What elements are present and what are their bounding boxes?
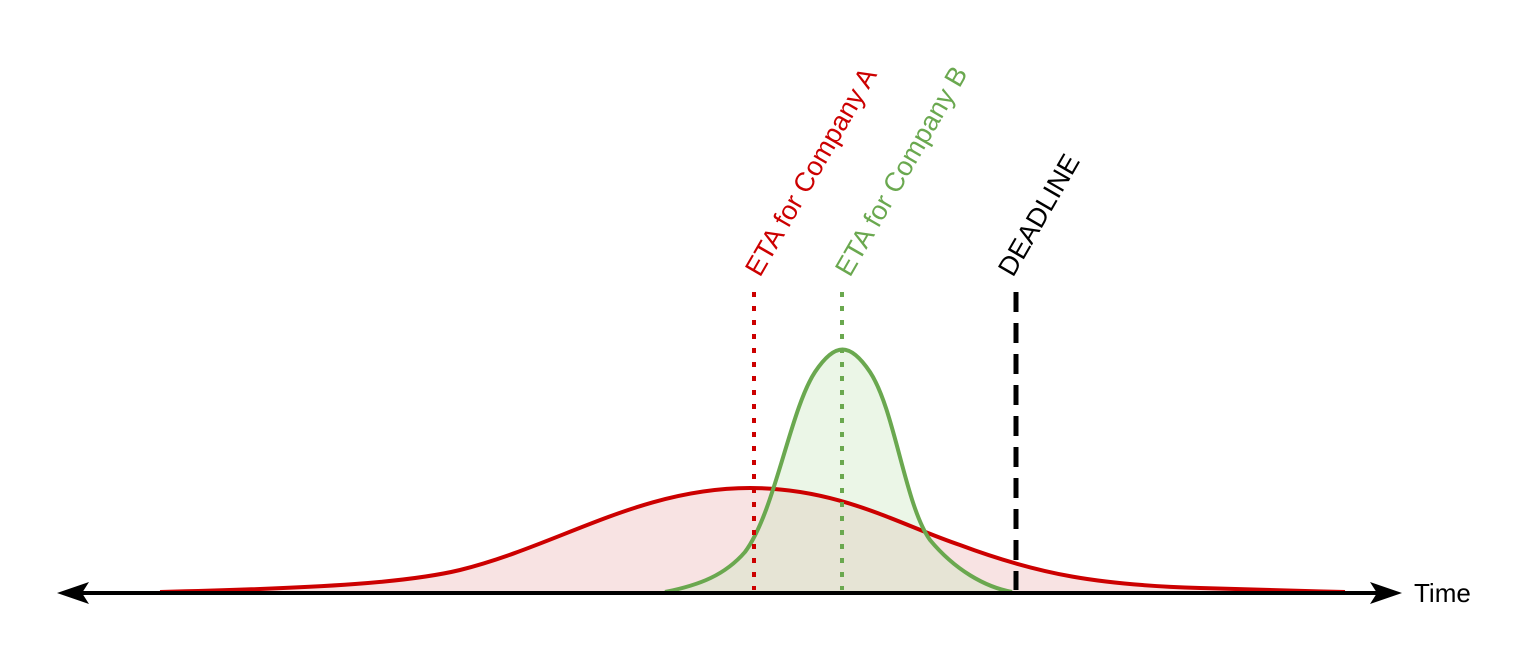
time-axis-right-arrowhead xyxy=(1370,582,1402,604)
deadline-label: DEADLINE xyxy=(992,149,1086,281)
company-b-distribution-fill xyxy=(665,349,1012,592)
company-a-distribution-curve xyxy=(159,485,1346,594)
time-axis-label: Time xyxy=(1414,578,1471,608)
time-axis-left-arrowhead xyxy=(57,582,89,604)
